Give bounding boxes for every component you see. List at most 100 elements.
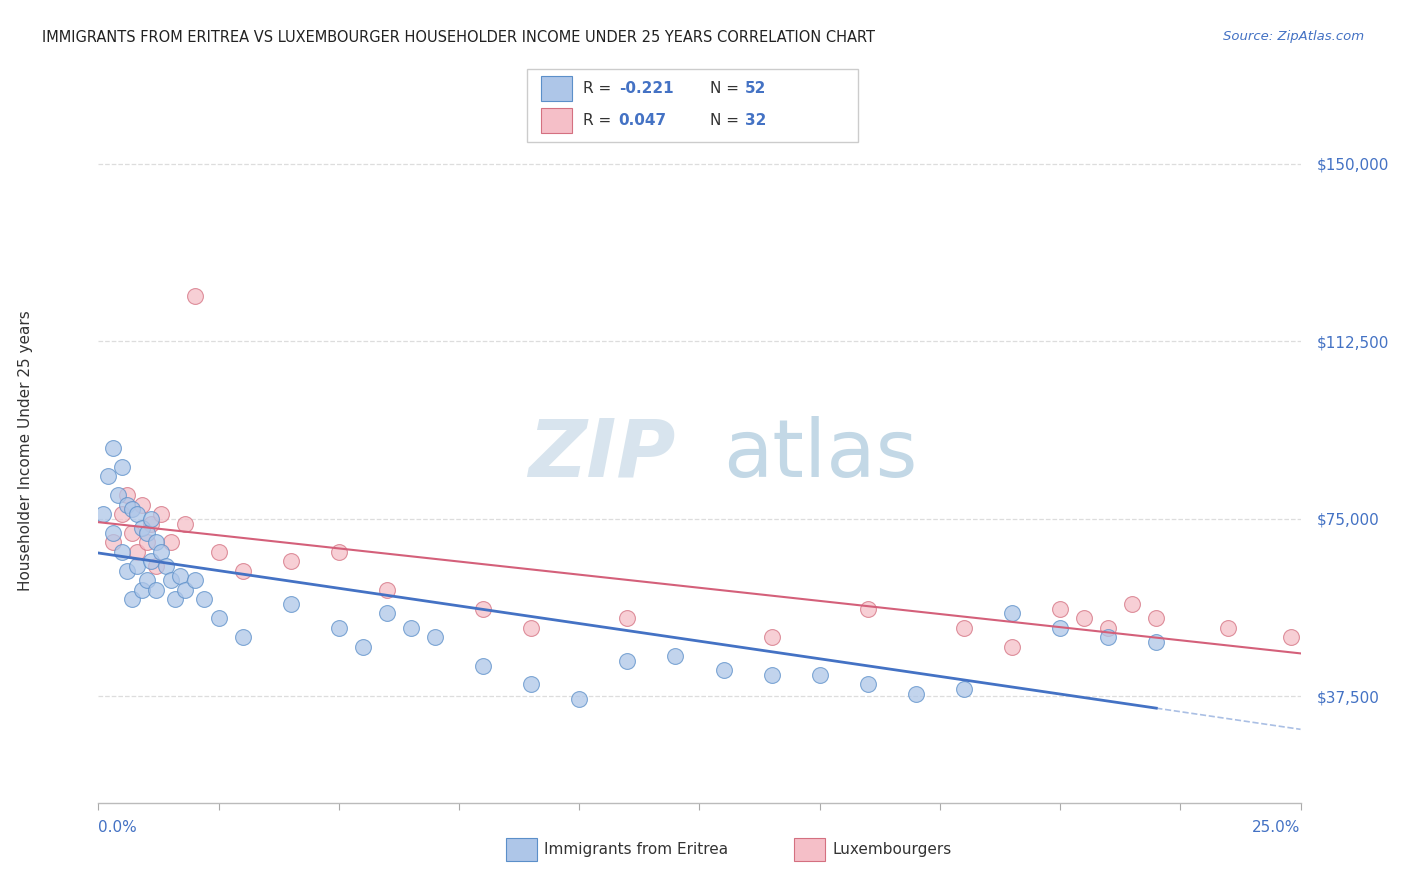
Text: 0.0%: 0.0% (98, 821, 138, 835)
Text: N =: N = (710, 113, 744, 128)
Point (520, 677, 543, 691)
Point (131, 521, 153, 535)
Point (761, 668, 783, 682)
Point (159, 535, 181, 549)
Point (280, 554, 302, 568)
Point (101, 535, 124, 549)
Point (664, 649, 686, 664)
Point (149, 507, 172, 521)
Point (208, 545, 231, 559)
Point (856, 677, 879, 691)
Point (117, 488, 139, 502)
Point (174, 516, 197, 531)
Point (1001, 640, 1024, 654)
Text: Source: ZipAtlas.com: Source: ZipAtlas.com (1223, 30, 1364, 44)
Point (111, 545, 134, 559)
Point (1144, 635, 1167, 649)
Point (117, 498, 139, 512)
Point (121, 592, 143, 607)
Point (97, 469, 120, 483)
Point (107, 488, 129, 502)
Point (856, 601, 879, 615)
Point (145, 535, 167, 549)
Point (135, 535, 157, 549)
Text: 52: 52 (745, 81, 766, 95)
Point (568, 691, 591, 706)
Text: Immigrants from Eritrea: Immigrants from Eritrea (544, 842, 728, 856)
Point (111, 507, 134, 521)
Point (1121, 597, 1143, 611)
Point (135, 574, 157, 588)
Point (953, 682, 976, 697)
Point (131, 498, 153, 512)
Point (121, 526, 143, 541)
Point (125, 545, 148, 559)
Point (1097, 630, 1119, 644)
Point (1279, 630, 1302, 644)
Point (117, 564, 139, 578)
Point (169, 568, 191, 582)
Point (125, 507, 148, 521)
Point (423, 630, 446, 644)
Point (953, 621, 976, 635)
Point (141, 512, 163, 526)
Text: R =: R = (583, 113, 617, 128)
Text: 25.0%: 25.0% (1253, 821, 1301, 835)
Point (808, 668, 831, 682)
Point (1097, 621, 1119, 635)
Text: 32: 32 (745, 113, 766, 128)
Point (149, 545, 172, 559)
Text: IMMIGRANTS FROM ERITREA VS LUXEMBOURGER HOUSEHOLDER INCOME UNDER 25 YEARS CORREL: IMMIGRANTS FROM ERITREA VS LUXEMBOURGER … (42, 30, 875, 45)
Point (280, 597, 302, 611)
Point (135, 526, 157, 541)
Point (141, 516, 163, 531)
Point (1049, 621, 1071, 635)
Point (1073, 611, 1095, 625)
Point (208, 611, 231, 625)
Text: atlas: atlas (724, 416, 918, 494)
Point (101, 526, 124, 541)
Text: -0.221: -0.221 (619, 81, 673, 95)
Text: Luxembourgers: Luxembourgers (832, 842, 952, 856)
Text: ZIP: ZIP (529, 416, 675, 494)
Point (232, 564, 254, 578)
Point (183, 289, 205, 303)
Point (352, 640, 374, 654)
Point (125, 559, 148, 574)
Text: R =: R = (583, 81, 617, 95)
Point (101, 441, 124, 455)
Point (1144, 611, 1167, 625)
Point (375, 582, 398, 597)
Point (174, 582, 197, 597)
Point (155, 559, 177, 574)
Point (375, 607, 398, 621)
Point (165, 592, 187, 607)
Point (616, 611, 638, 625)
Point (1218, 621, 1240, 635)
Point (616, 654, 638, 668)
Point (141, 554, 163, 568)
Point (761, 630, 783, 644)
Point (145, 559, 167, 574)
Point (159, 574, 181, 588)
Point (131, 582, 153, 597)
Point (145, 582, 167, 597)
Text: N =: N = (710, 81, 744, 95)
Point (193, 592, 215, 607)
Point (121, 502, 143, 516)
Point (183, 574, 205, 588)
Point (91, 507, 114, 521)
Point (520, 621, 543, 635)
Point (472, 658, 495, 673)
Point (472, 601, 495, 615)
Point (328, 545, 350, 559)
Point (111, 459, 134, 474)
Point (713, 663, 735, 677)
Text: 0.047: 0.047 (619, 113, 666, 128)
Point (1001, 607, 1024, 621)
Point (232, 630, 254, 644)
Point (1049, 601, 1071, 615)
Point (399, 621, 422, 635)
Point (904, 687, 927, 701)
Point (328, 621, 350, 635)
